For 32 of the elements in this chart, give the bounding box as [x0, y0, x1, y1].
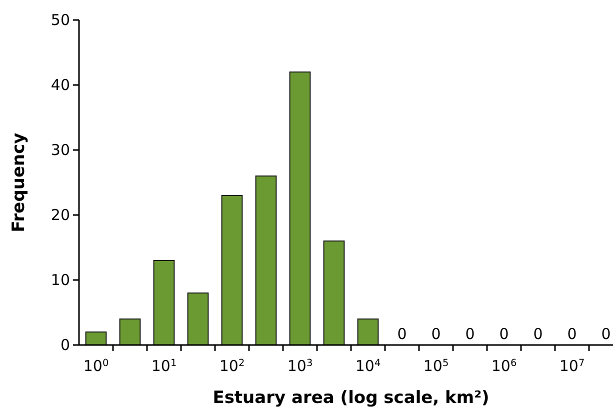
y-tick-label: 40	[50, 76, 70, 94]
x-tick-label: 10$^{7}$	[559, 357, 585, 375]
y-axis-title: Frequency	[9, 132, 29, 232]
bar	[85, 332, 107, 346]
x-tick-label: 10$^{6}$	[491, 357, 517, 375]
x-tick-label: 10$^{3}$	[287, 357, 313, 375]
bar	[119, 318, 141, 346]
bar	[357, 318, 379, 346]
data-label: 0	[567, 325, 577, 343]
bar	[187, 292, 209, 346]
x-tick-label: 10$^{0}$	[83, 357, 109, 375]
y-tick-label: 20	[50, 206, 70, 224]
bar	[289, 72, 311, 346]
data-label: 0	[601, 325, 611, 343]
x-tick-label: 10$^{5}$	[423, 357, 449, 375]
data-label: 0	[533, 325, 543, 343]
y-tick-label: 50	[50, 11, 70, 29]
bar	[323, 240, 345, 346]
bar	[255, 176, 277, 346]
data-label: 0	[499, 325, 509, 343]
y-tick-label: 30	[50, 141, 70, 159]
bar	[221, 195, 243, 346]
data-label: 0	[397, 325, 407, 343]
bar	[153, 260, 175, 346]
x-tick-label: 10$^{4}$	[355, 357, 381, 375]
x-axis-title: Estuary area (log scale, km²)	[212, 388, 490, 408]
x-tick-label: 10$^{2}$	[219, 357, 245, 375]
y-tick-label: 0	[60, 336, 70, 354]
data-label: 0	[465, 325, 475, 343]
y-tick-label: 10	[50, 271, 70, 289]
x-tick-label: 10$^{1}$	[151, 357, 177, 375]
data-label: 0	[431, 325, 441, 343]
